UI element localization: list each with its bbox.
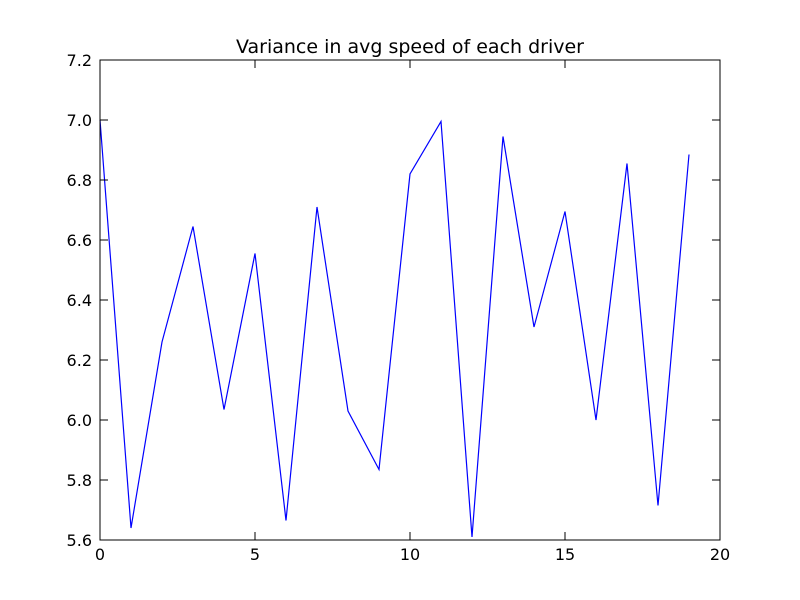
ticks-layer: 0 5 10 15 20 5.6 5.8 6.0 6.2 6.4 6.6 6.8 7.0 7.2 — [67, 51, 731, 564]
x-tick-label: 0 — [95, 545, 105, 564]
x-tick-label: 15 — [555, 545, 575, 564]
y-tick-label: 6.2 — [67, 351, 92, 370]
x-tick-label: 20 — [710, 545, 730, 564]
plot-frame — [99, 59, 721, 541]
y-tick-label: 6.4 — [67, 291, 92, 310]
chart-title: Variance in avg speed of each driver — [236, 36, 584, 58]
y-tick-label: 5.8 — [67, 471, 92, 490]
series-layer — [99, 119, 690, 538]
y-tick-label: 6.0 — [67, 411, 92, 430]
y-tick-label: 7.2 — [67, 51, 92, 70]
y-tick-label: 6.8 — [67, 171, 92, 190]
x-tick-label: 5 — [250, 545, 260, 564]
plot-area — [100, 60, 720, 540]
x-tick-label: 10 — [400, 545, 420, 564]
y-tick-label: 5.6 — [67, 531, 92, 550]
series-line-0 — [99, 119, 690, 538]
y-tick-label: 6.6 — [67, 231, 92, 250]
y-tick-label: 7.0 — [67, 111, 92, 130]
